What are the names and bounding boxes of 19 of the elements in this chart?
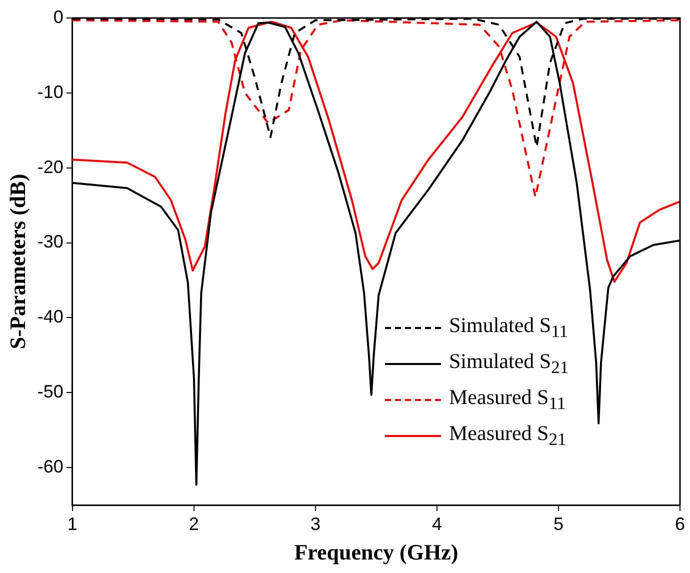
y-tick-label: -60 bbox=[37, 456, 64, 477]
y-tick-label: -20 bbox=[37, 156, 64, 177]
y-axis-title: S-Parameters (dB) bbox=[4, 174, 30, 350]
y-tick-label: -40 bbox=[37, 306, 64, 327]
x-axis-title: Frequency (GHz) bbox=[294, 539, 458, 564]
x-tick-label: 5 bbox=[553, 514, 564, 534]
y-tick-label: -50 bbox=[37, 382, 64, 402]
x-tick-label: 6 bbox=[674, 514, 686, 534]
legend-label: Simulated S$_{11}$ bbox=[449, 313, 568, 343]
x-tick-label: 3 bbox=[310, 514, 320, 534]
y-tick-label: 0 bbox=[53, 6, 64, 27]
x-tick-label: 4 bbox=[432, 514, 442, 534]
y-tick-label: -10 bbox=[37, 82, 64, 102]
y-tick-label: -30 bbox=[37, 232, 64, 252]
legend-label: Measured S$_{21}$ bbox=[449, 421, 566, 451]
x-tick-label: 1 bbox=[67, 514, 78, 534]
legend-label: Simulated S$_{21}$ bbox=[449, 349, 569, 379]
x-tick-label: 2 bbox=[188, 514, 199, 534]
legend-label: Measured S$_{11}$ bbox=[449, 385, 566, 415]
